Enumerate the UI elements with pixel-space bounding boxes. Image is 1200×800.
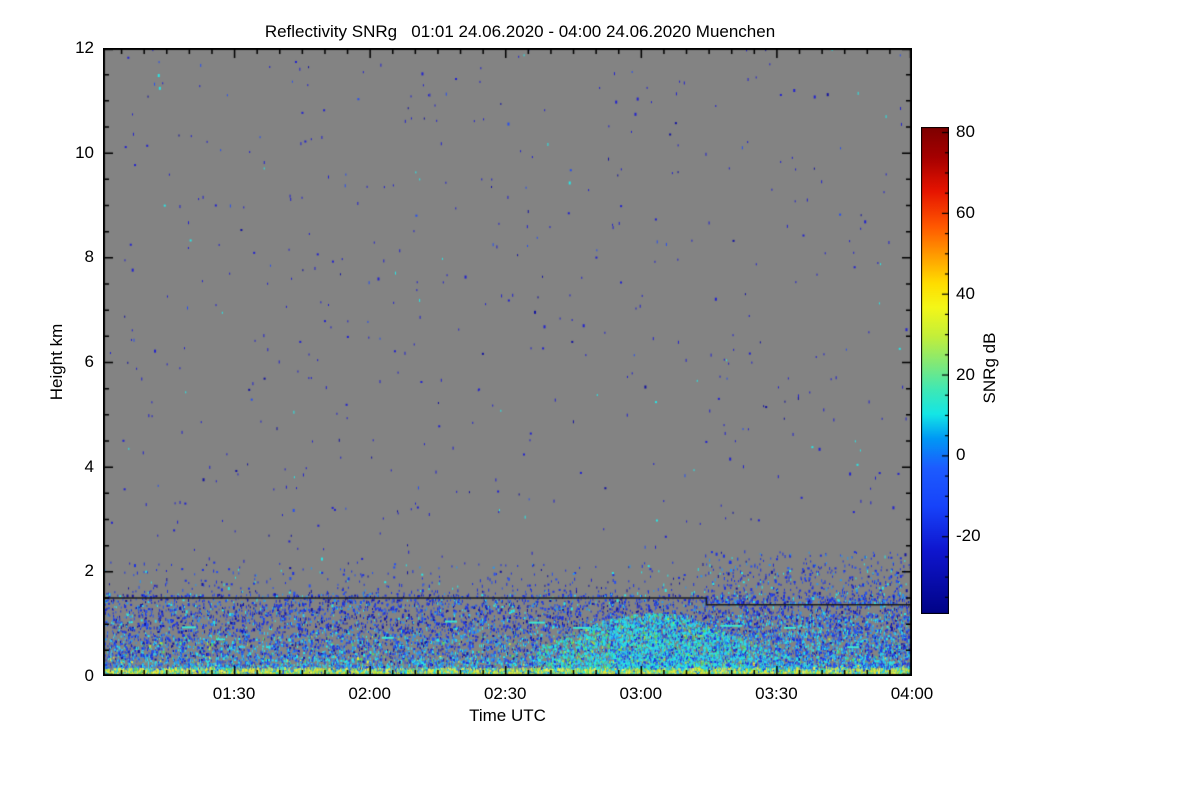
colorbar-tick-label: 60 [956, 202, 975, 222]
colorbar-tick-label: 80 [956, 122, 975, 142]
y-tick-label: 2 [84, 561, 94, 581]
colorbar [921, 127, 949, 614]
y-tick-label: 6 [84, 352, 94, 371]
x-tick-label: 03:30 [755, 684, 798, 703]
x-axis-title: Time UTC [469, 706, 546, 725]
chart-title: Reflectivity SNRg 01:01 24.06.2020 - 04:… [264, 22, 776, 41]
x-tick-label: 03:00 [619, 684, 663, 703]
x-tick-label: 01:30 [212, 684, 256, 703]
colorbar-tick-label: 20 [956, 364, 975, 384]
x-tick-label: 02:00 [348, 684, 391, 703]
y-tick-label: 12 [75, 38, 94, 57]
colorbar-tick-label: 0 [956, 445, 966, 465]
colorbar-tick-label: -20 [956, 526, 981, 546]
y-tick-label: 8 [84, 247, 94, 267]
x-tick-label: 02:30 [483, 684, 527, 703]
colorbar-tick-label: 40 [956, 283, 975, 303]
y-tick-label: 4 [84, 456, 94, 476]
plot-area-canvas [103, 48, 912, 676]
x-tick-label: 04:00 [890, 684, 934, 703]
y-tick-label: 10 [75, 142, 94, 162]
y-tick-label: 0 [84, 666, 94, 685]
